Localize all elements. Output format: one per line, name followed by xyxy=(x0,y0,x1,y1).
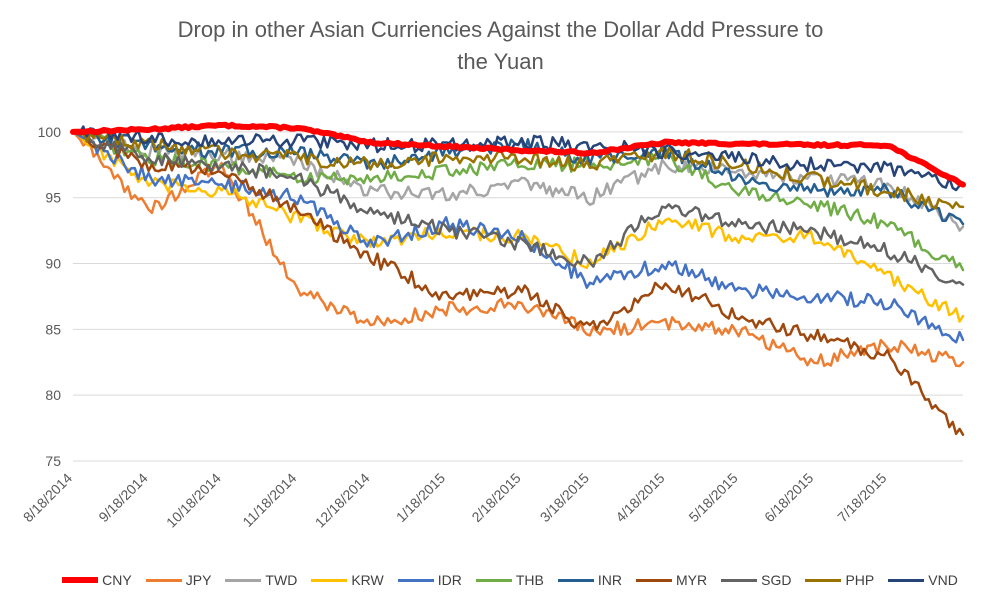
legend-item-thb: THB xyxy=(475,572,544,588)
x-tick-label: 7/18/2015 xyxy=(834,470,890,526)
legend-label: THB xyxy=(515,572,544,588)
legend-swatch xyxy=(62,577,99,583)
x-tick-label: 9/18/2014 xyxy=(95,470,151,526)
x-tick-label: 2/18/2015 xyxy=(468,470,524,526)
legend-item-krw: KRW xyxy=(311,572,384,588)
series-line-myr xyxy=(71,130,965,436)
x-tick-label: 5/18/2015 xyxy=(685,470,741,526)
legend-label: IDR xyxy=(437,572,462,588)
y-tick-label: 100 xyxy=(38,124,62,140)
x-tick-label: 6/18/2015 xyxy=(761,470,817,526)
legend-swatch xyxy=(888,578,925,582)
y-tick-label: 95 xyxy=(45,190,61,206)
legend-item-myr: MYR xyxy=(635,572,708,588)
legend-swatch xyxy=(145,578,182,582)
legend-label: SGD xyxy=(761,572,792,588)
chart-legend: CNY JPY TWD KRW IDR THB INR MYR SGD PHP VND xyxy=(40,568,980,592)
legend-swatch xyxy=(805,578,842,582)
legend-label: PHP xyxy=(845,572,875,588)
y-tick-label: 80 xyxy=(45,387,61,403)
series-line-php xyxy=(71,127,965,210)
legend-label: MYR xyxy=(675,572,708,588)
legend-swatch xyxy=(225,578,262,582)
legend-swatch xyxy=(311,578,348,582)
chart-title-line-1: Drop in other Asian Curriencies Against … xyxy=(177,17,824,42)
legend-label: INR xyxy=(597,572,622,588)
x-tick-label: 11/18/2014 xyxy=(239,470,299,530)
x-tick-label: 1/18/2015 xyxy=(393,470,449,526)
legend-item-twd: TWD xyxy=(225,572,297,588)
legend-swatch xyxy=(397,578,434,582)
legend-label: JPY xyxy=(185,572,212,588)
legend-swatch xyxy=(635,578,672,582)
y-tick-label: 75 xyxy=(45,453,61,469)
x-tick-label: 10/18/2014 xyxy=(163,470,224,531)
legend-item-php: PHP xyxy=(805,572,874,588)
x-tick-label: 8/18/2014 xyxy=(20,470,76,526)
legend-item-jpy: JPY xyxy=(145,572,212,588)
series-line-cny xyxy=(70,121,966,188)
x-tick-label: 3/18/2015 xyxy=(537,470,593,526)
legend-label: CNY xyxy=(102,572,132,588)
legend-item-cny: CNY xyxy=(62,572,132,588)
chart-title: Drop in other Asian Curriencies Against … xyxy=(0,14,1001,78)
legend-swatch xyxy=(557,578,594,582)
legend-swatch xyxy=(721,578,758,582)
x-tick-label: 12/18/2014 xyxy=(312,470,373,531)
series-line-idr xyxy=(71,130,965,344)
legend-item-sgd: SGD xyxy=(721,572,791,588)
legend-label: TWD xyxy=(265,572,298,588)
series-line-sgd xyxy=(71,130,965,286)
legend-label: VND xyxy=(928,572,958,588)
y-tick-label: 90 xyxy=(45,256,61,272)
series-line-vnd xyxy=(71,125,965,192)
series-line-jpy xyxy=(71,130,965,368)
legend-item-vnd: VND xyxy=(888,572,958,588)
chart-title-line-2: the Yuan xyxy=(457,49,544,74)
y-tick-label: 85 xyxy=(45,321,61,337)
legend-swatch xyxy=(475,578,512,582)
x-tick-label: 4/18/2015 xyxy=(612,470,668,526)
legend-item-inr: INR xyxy=(557,572,622,588)
legend-item-idr: IDR xyxy=(397,572,462,588)
legend-label: KRW xyxy=(351,572,384,588)
